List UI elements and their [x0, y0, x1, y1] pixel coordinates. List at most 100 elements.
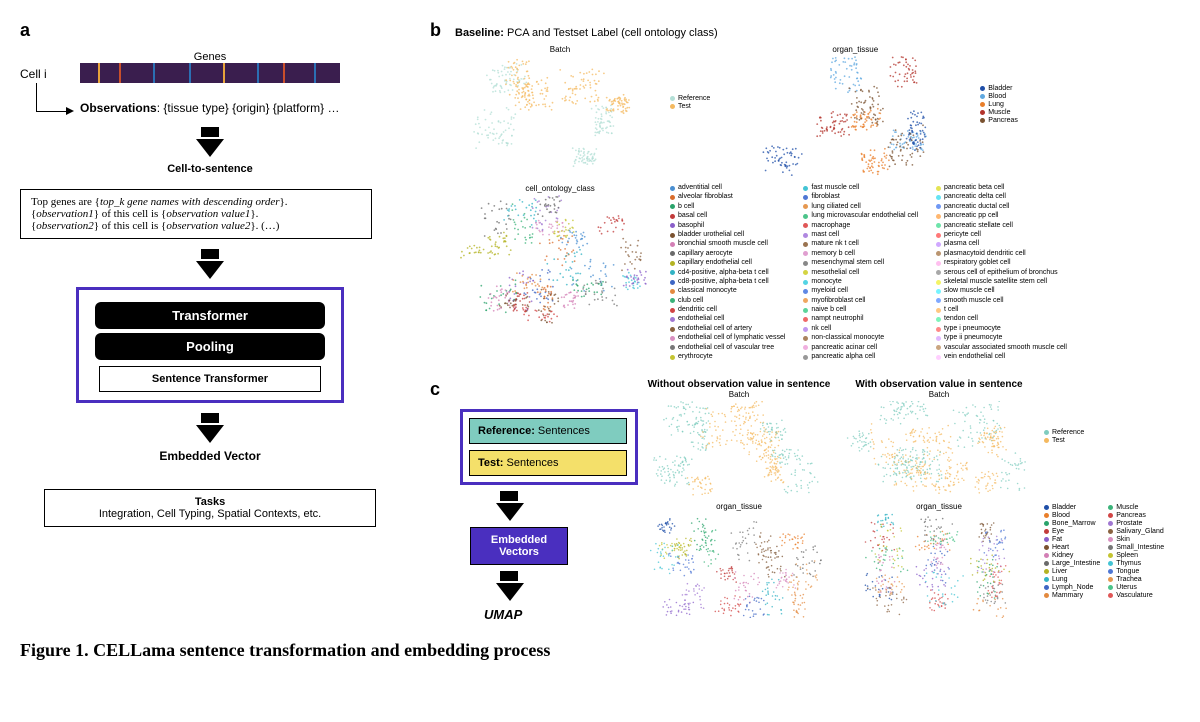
legend-item: pancreatic beta cell	[936, 184, 1067, 192]
legend-item: macrophage	[803, 222, 918, 230]
pooling-box: Pooling	[95, 333, 325, 360]
sentence-transformer-frame: Transformer Pooling Sentence Transformer	[76, 287, 344, 403]
legend-item: pericyte cell	[936, 231, 1067, 239]
cell-i-label: Cell i	[20, 67, 47, 81]
arrow-icon	[496, 503, 524, 521]
legend-item: basal cell	[670, 212, 785, 220]
legend-item: Thymus	[1108, 560, 1164, 567]
legend-item: capillary aerocyte	[670, 250, 785, 258]
legend-item: Spleen	[1108, 552, 1164, 559]
panel-a: a Cell i Genes Observations: {tissue typ…	[20, 20, 400, 622]
legend-item: Reference	[1044, 429, 1174, 436]
legend-item: Small_Intestine	[1108, 544, 1164, 551]
panel-c-label: c	[430, 379, 446, 622]
b-organ-title: organ_tissue	[740, 45, 970, 54]
legend-item: mesenchymal stem cell	[803, 259, 918, 267]
arrow-icon	[196, 425, 224, 443]
legend-item: smooth muscle cell	[936, 297, 1067, 305]
legend-item: cd8-positive, alpha-beta t cell	[670, 278, 785, 286]
legend-item: Bladder	[980, 85, 1018, 92]
c-with-title: With observation value in sentence	[844, 379, 1034, 390]
legend-item: Heart	[1044, 544, 1100, 551]
b-batch-scatter	[460, 56, 660, 176]
c-embedded-box: Embedded Vectors	[470, 527, 568, 565]
legend-item: Pancreas	[1108, 512, 1164, 519]
b-batch-title: Batch	[460, 45, 660, 54]
legend-item: club cell	[670, 297, 785, 305]
b-ontology-title: cell_ontology_class	[460, 184, 660, 193]
legend-item: memory b cell	[803, 250, 918, 258]
legend-item: pancreatic pp cell	[936, 212, 1067, 220]
legend-item: nampt neutrophil	[803, 315, 918, 323]
legend-item: serous cell of epithelium of bronchus	[936, 269, 1067, 277]
transformer-box: Transformer	[95, 302, 325, 329]
legend-item: mesothelial cell	[803, 269, 918, 277]
legend-item: alveolar fibroblast	[670, 193, 785, 201]
legend-item: cd4-positive, alpha-beta t cell	[670, 269, 785, 277]
legend-item: non-classical monocyte	[803, 334, 918, 342]
legend-item: vascular associated smooth muscle cell	[936, 344, 1067, 352]
panel-b-title: Baseline: PCA and Testset Label (cell on…	[455, 27, 718, 39]
c-organ-scatter-without	[644, 513, 834, 618]
legend-item: Uterus	[1108, 584, 1164, 591]
legend-item: lung ciliated cell	[803, 203, 918, 211]
legend-item: capillary endothelial cell	[670, 259, 785, 267]
legend-item: Muscle	[980, 109, 1018, 116]
arrow-icon	[496, 583, 524, 601]
legend-item: Test	[670, 103, 710, 110]
legend-item: Liver	[1044, 568, 1100, 575]
legend-item: Muscle	[1108, 504, 1164, 511]
legend-item: fast muscle cell	[803, 184, 918, 192]
legend-item: bladder urothelial cell	[670, 231, 785, 239]
embedded-vector-label: Embedded Vector	[20, 449, 400, 463]
legend-item: Blood	[1044, 512, 1100, 519]
legend-item: lung microvascular endothelial cell	[803, 212, 918, 220]
figure-caption: Figure 1. CELLama sentence transformatio…	[20, 640, 1180, 661]
legend-item: pancreatic stellate cell	[936, 222, 1067, 230]
cell-to-sentence-label: Cell-to-sentence	[20, 163, 400, 175]
legend-item: Pancreas	[980, 117, 1018, 124]
legend-item: Prostate	[1108, 520, 1164, 527]
c-umap-label: UMAP	[484, 607, 630, 622]
legend-item: Test	[1044, 437, 1174, 444]
c-pipeline-frame: Reference: Sentences Test: Sentences	[460, 409, 638, 485]
c-organ-title-1: organ_tissue	[644, 502, 834, 511]
legend-item: Blood	[980, 93, 1018, 100]
legend-item: endothelial cell of lymphatic vessel	[670, 334, 785, 342]
b-batch-legend: ReferenceTest	[670, 95, 710, 176]
c-batch-scatter-with	[844, 401, 1034, 496]
legend-item: myofibroblast cell	[803, 297, 918, 305]
b-ontology-scatter	[460, 195, 660, 325]
legend-item: endothelial cell of vascular tree	[670, 344, 785, 352]
observations-line: Observations: {tissue type} {origin} {pl…	[80, 101, 400, 115]
legend-item: plasma cell	[936, 240, 1067, 248]
legend-item: Bladder	[1044, 504, 1100, 511]
genes-bar	[80, 63, 340, 83]
legend-item: pancreatic acinar cell	[803, 344, 918, 352]
legend-item: type ii pneumocyte	[936, 334, 1067, 342]
legend-item: t cell	[936, 306, 1067, 314]
sentence-transformer-label: Sentence Transformer	[99, 366, 321, 392]
legend-item: pancreatic ductal cell	[936, 203, 1067, 211]
c-organ-title-2: organ_tissue	[844, 502, 1034, 511]
legend-item: monocyte	[803, 278, 918, 286]
legend-item: fibroblast	[803, 193, 918, 201]
panel-b: b Baseline: PCA and Testset Label (cell …	[430, 20, 1180, 361]
legend-item: Bone_Marrow	[1044, 520, 1100, 527]
c-organ-scatter-with	[844, 513, 1034, 618]
legend-item: Large_Intestine	[1044, 560, 1100, 567]
legend-item: nk cell	[803, 325, 918, 333]
sentence-template-box: Top genes are {top_k gene names with des…	[20, 189, 372, 239]
c-reference-box: Reference: Sentences	[469, 418, 627, 444]
legend-item: Lymph_Node	[1044, 584, 1100, 591]
b-organ-scatter	[740, 56, 970, 176]
legend-item: mast cell	[803, 231, 918, 239]
legend-item: Kidney	[1044, 552, 1100, 559]
panel-a-label: a	[20, 20, 400, 41]
b-organ-legend: BladderBloodLungMusclePancreas	[980, 85, 1018, 176]
legend-item: Lung	[1044, 576, 1100, 583]
figure-container: a Cell i Genes Observations: {tissue typ…	[20, 20, 1180, 661]
legend-item: Salivary_Gland	[1108, 528, 1164, 535]
b-ontology-legend: adventitial cellalveolar fibroblastb cel…	[670, 184, 1067, 361]
legend-item: endothelial cell	[670, 315, 785, 323]
